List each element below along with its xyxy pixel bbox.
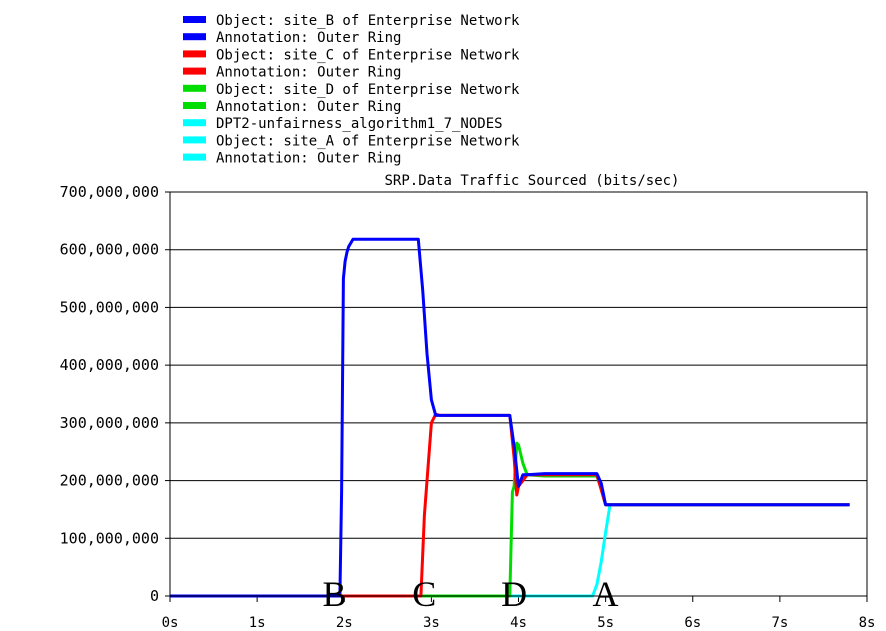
legend-swatch xyxy=(183,119,206,127)
legend-swatch xyxy=(183,33,206,41)
y-tick-label: 400,000,000 xyxy=(60,356,159,374)
x-tick-label: 1s xyxy=(249,615,266,631)
legend-entry: Annotation: Outer Ring xyxy=(216,99,401,115)
y-tick-label: 700,000,000 xyxy=(60,183,159,201)
legend: Object: site_B of Enterprise NetworkAnno… xyxy=(183,13,520,167)
legend-entry: Annotation: Outer Ring xyxy=(216,151,401,167)
x-tick-label: 7s xyxy=(771,615,788,631)
x-axis-ticks: 0s 1s 2s 3s 4s 5s 6s 7s 8s xyxy=(162,596,876,631)
y-axis-ticks: 0 100,000,000 200,000,000 300,000,000 400,00… xyxy=(60,183,170,605)
y-tick-label: 300,000,000 xyxy=(60,414,159,432)
legend-entry: Object: site_C of Enterprise Network xyxy=(216,47,520,63)
legend-entry: Object: site_A of Enterprise Network xyxy=(216,133,520,149)
series-lines xyxy=(170,237,850,598)
chart-title: SRP.Data Traffic Sourced (bits/sec) xyxy=(384,173,679,189)
legend-swatch xyxy=(183,50,206,58)
series-line xyxy=(170,237,850,598)
legend-entry: Object: site_D of Enterprise Network xyxy=(216,82,520,98)
y-tick-label: 0 xyxy=(150,587,159,605)
legend-swatch xyxy=(183,84,206,92)
annotation-label: D xyxy=(501,574,527,614)
annotation-label: B xyxy=(322,574,346,614)
x-tick-label: 8s xyxy=(859,615,876,631)
legend-entry: Object: site_B of Enterprise Network xyxy=(216,13,520,29)
legend-entry: Annotation: Outer Ring xyxy=(216,30,401,46)
legend-swatch xyxy=(183,16,206,23)
legend-entry: Annotation: Outer Ring xyxy=(216,65,401,81)
x-tick-label: 3s xyxy=(423,615,440,631)
y-tick-label: 100,000,000 xyxy=(60,529,159,547)
x-tick-label: 0s xyxy=(162,615,179,631)
y-tick-label: 500,000,000 xyxy=(60,298,159,316)
legend-entry: DPT2-unfairness_algorithm1_7_NODES xyxy=(216,116,503,132)
legend-swatch xyxy=(183,67,206,75)
x-tick-label: 5s xyxy=(597,615,614,631)
y-tick-label: 200,000,000 xyxy=(60,472,159,490)
x-tick-label: 2s xyxy=(336,615,353,631)
legend-swatch xyxy=(183,136,206,144)
gridlines xyxy=(170,249,867,539)
annotation-label: A xyxy=(593,574,619,614)
x-tick-label: 6s xyxy=(684,615,701,631)
legend-swatch xyxy=(183,102,206,109)
legend-swatch xyxy=(183,153,206,161)
y-tick-label: 600,000,000 xyxy=(60,241,159,259)
plot-frame xyxy=(169,191,868,597)
x-tick-label: 4s xyxy=(510,615,527,631)
annotation-label: C xyxy=(412,574,436,614)
